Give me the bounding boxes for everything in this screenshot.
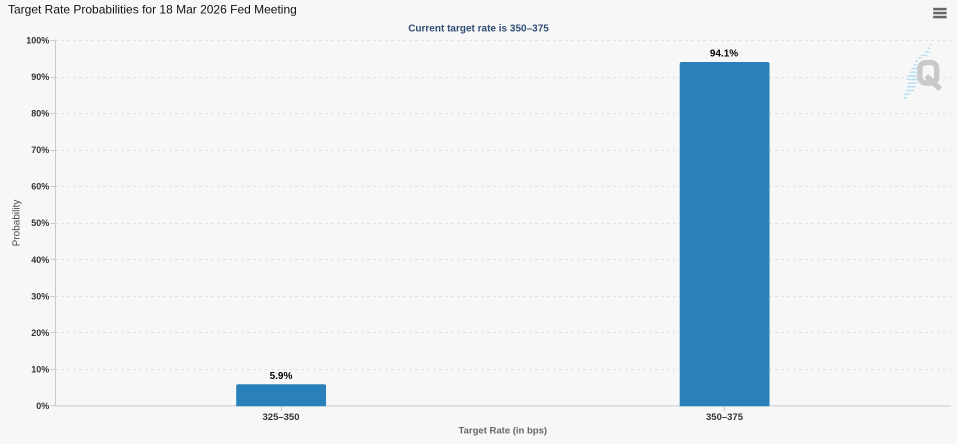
- svg-text:30%: 30%: [31, 291, 49, 301]
- svg-text:Current target rate is 350–375: Current target rate is 350–375: [408, 23, 549, 34]
- svg-text:Target Rate Probabilities for: Target Rate Probabilities for 18 Mar 202…: [8, 3, 297, 17]
- svg-text:60%: 60%: [31, 182, 49, 192]
- svg-text:Probability: Probability: [12, 200, 23, 247]
- svg-text:70%: 70%: [31, 145, 49, 155]
- svg-text:50%: 50%: [31, 218, 49, 228]
- svg-text:350–375: 350–375: [706, 412, 744, 423]
- svg-text:Target Rate (in bps): Target Rate (in bps): [459, 426, 548, 437]
- svg-text:5.9%: 5.9%: [270, 371, 293, 382]
- svg-text:0%: 0%: [36, 401, 49, 411]
- svg-text:20%: 20%: [31, 328, 49, 338]
- svg-text:80%: 80%: [31, 109, 49, 119]
- svg-text:10%: 10%: [31, 364, 49, 374]
- svg-text:90%: 90%: [31, 72, 49, 82]
- svg-text:94.1%: 94.1%: [710, 48, 738, 59]
- svg-text:100%: 100%: [26, 36, 49, 46]
- svg-text:325–350: 325–350: [263, 412, 300, 423]
- svg-text:40%: 40%: [31, 255, 49, 265]
